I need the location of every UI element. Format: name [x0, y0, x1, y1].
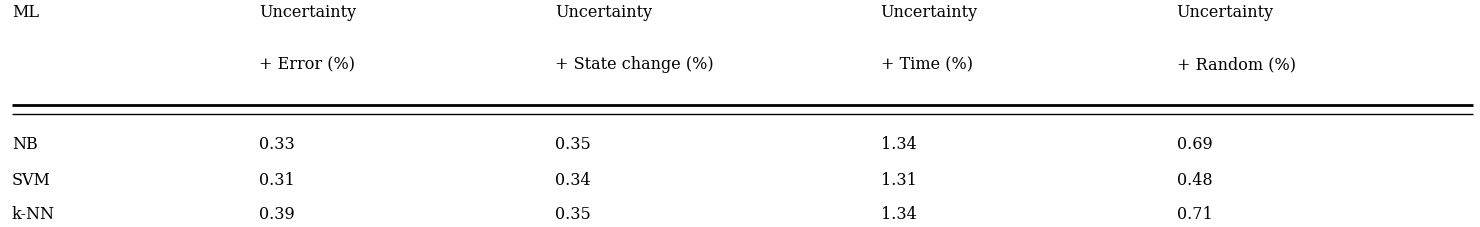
- Text: 0.39: 0.39: [259, 205, 295, 222]
- Text: 1.31: 1.31: [881, 171, 916, 188]
- Text: Uncertainty: Uncertainty: [555, 3, 653, 20]
- Text: ML: ML: [12, 3, 38, 20]
- Text: 0.71: 0.71: [1177, 205, 1212, 222]
- Text: NB: NB: [12, 135, 37, 152]
- Text: Uncertainty: Uncertainty: [881, 3, 978, 20]
- Text: + Random (%): + Random (%): [1177, 56, 1295, 73]
- Text: + Error (%): + Error (%): [259, 56, 355, 73]
- Text: + Time (%): + Time (%): [881, 56, 972, 73]
- Text: 0.35: 0.35: [555, 135, 591, 152]
- Text: SVM: SVM: [12, 171, 50, 188]
- Text: 0.48: 0.48: [1177, 171, 1212, 188]
- Text: 0.33: 0.33: [259, 135, 295, 152]
- Text: Uncertainty: Uncertainty: [1177, 3, 1274, 20]
- Text: 0.35: 0.35: [555, 205, 591, 222]
- Text: 1.34: 1.34: [881, 205, 916, 222]
- Text: 0.34: 0.34: [555, 171, 591, 188]
- Text: 1.34: 1.34: [881, 135, 916, 152]
- Text: 0.31: 0.31: [259, 171, 295, 188]
- Text: Uncertainty: Uncertainty: [259, 3, 357, 20]
- Text: 0.69: 0.69: [1177, 135, 1212, 152]
- Text: + State change (%): + State change (%): [555, 56, 713, 73]
- Text: k-NN: k-NN: [12, 205, 55, 222]
